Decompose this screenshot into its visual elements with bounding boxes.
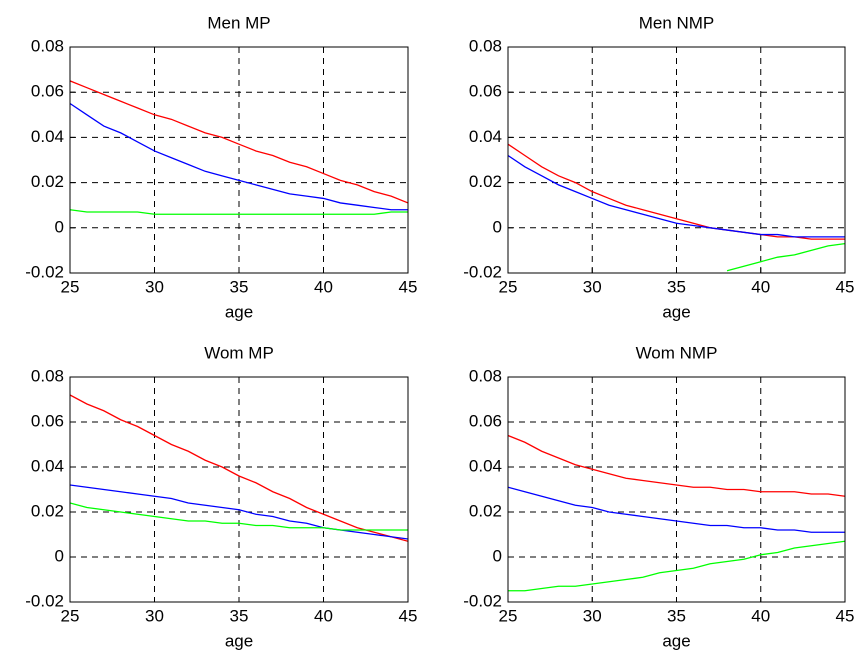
subplot: -0.02 0 0.02 0.04 0.06 0.08 25 30 35 40 45 Men NMP a…	[463, 13, 854, 321]
y-tick-label: -0.02	[463, 262, 502, 281]
y-tick-label: 0.02	[31, 501, 64, 520]
data-line	[508, 154, 845, 238]
x-axis-label: age	[662, 631, 690, 650]
y-tick-label: 0.02	[469, 172, 502, 191]
y-tick-label: 0.06	[469, 82, 502, 101]
x-tick-label: 35	[230, 277, 249, 296]
chart-title: Wom MP	[204, 343, 274, 362]
x-tick-label: 25	[61, 277, 80, 296]
x-tick-label: 45	[399, 277, 418, 296]
data-line	[70, 102, 408, 211]
x-tick-label: 40	[314, 606, 333, 625]
y-tick-label: 0	[493, 217, 502, 236]
data-line	[70, 502, 408, 531]
chart-title: Men NMP	[639, 13, 715, 32]
y-tick-label: -0.02	[25, 591, 64, 610]
y-tick-label: 0.04	[31, 127, 64, 146]
x-tick-label: 30	[145, 277, 164, 296]
y-tick-label: 0.06	[469, 411, 502, 430]
data-line	[508, 434, 845, 497]
x-axis-label: age	[225, 302, 253, 321]
y-tick-label: 0.06	[31, 82, 64, 101]
y-tick-label: 0.04	[469, 127, 502, 146]
y-tick-label: 0	[55, 217, 64, 236]
x-tick-label: 30	[145, 606, 164, 625]
axes-box	[69, 376, 409, 603]
axes-box	[507, 46, 846, 274]
y-tick-label: -0.02	[463, 591, 502, 610]
x-tick-label: 25	[499, 606, 518, 625]
y-tick-label: 0	[55, 546, 64, 565]
x-tick-label: 30	[583, 606, 602, 625]
x-tick-label: 40	[751, 606, 770, 625]
x-tick-label: 40	[314, 277, 333, 296]
x-axis-label: age	[662, 302, 690, 321]
data-line	[70, 80, 408, 204]
x-tick-label: 25	[61, 606, 80, 625]
y-tick-label: 0.02	[469, 501, 502, 520]
x-tick-label: 40	[751, 277, 770, 296]
data-line	[508, 486, 845, 533]
y-tick-label: 0.08	[31, 366, 64, 385]
data-line	[70, 209, 408, 215]
subplot: -0.02 0 0.02 0.04 0.06 0.08 25 30 35 40 45 Wom NMP a…	[463, 343, 854, 650]
data-line	[508, 540, 845, 592]
y-tick-label: 0	[493, 546, 502, 565]
y-tick-label: 0.08	[469, 366, 502, 385]
data-line	[70, 394, 408, 542]
y-tick-label: 0.06	[31, 411, 64, 430]
chart-title: Men MP	[207, 13, 270, 32]
x-tick-label: 45	[836, 606, 855, 625]
data-line	[508, 143, 845, 240]
y-tick-label: 0.02	[31, 172, 64, 191]
axes-box	[507, 376, 846, 603]
x-tick-label: 35	[667, 277, 686, 296]
subplot: -0.02 0 0.02 0.04 0.06 0.08 25 30 35 40 45 Wom MP ag…	[25, 343, 417, 650]
x-tick-label: 45	[836, 277, 855, 296]
x-tick-label: 25	[499, 277, 518, 296]
x-axis-label: age	[225, 631, 253, 650]
x-tick-label: 35	[230, 606, 249, 625]
x-tick-label: 30	[583, 277, 602, 296]
y-tick-label: 0.04	[469, 456, 502, 475]
x-tick-label: 35	[667, 606, 686, 625]
y-tick-label: 0.08	[469, 36, 502, 55]
data-line	[726, 242, 845, 272]
axes-box	[69, 46, 409, 274]
y-tick-label: 0.04	[31, 456, 64, 475]
y-tick-label: 0.08	[31, 36, 64, 55]
x-tick-label: 45	[399, 606, 418, 625]
subplot: -0.02 0 0.02 0.04 0.06 0.08 25 30 35 40 45 Men MP ag…	[25, 13, 417, 321]
chart-title: Wom NMP	[636, 343, 718, 362]
data-line	[70, 484, 408, 540]
y-tick-label: -0.02	[25, 262, 64, 281]
